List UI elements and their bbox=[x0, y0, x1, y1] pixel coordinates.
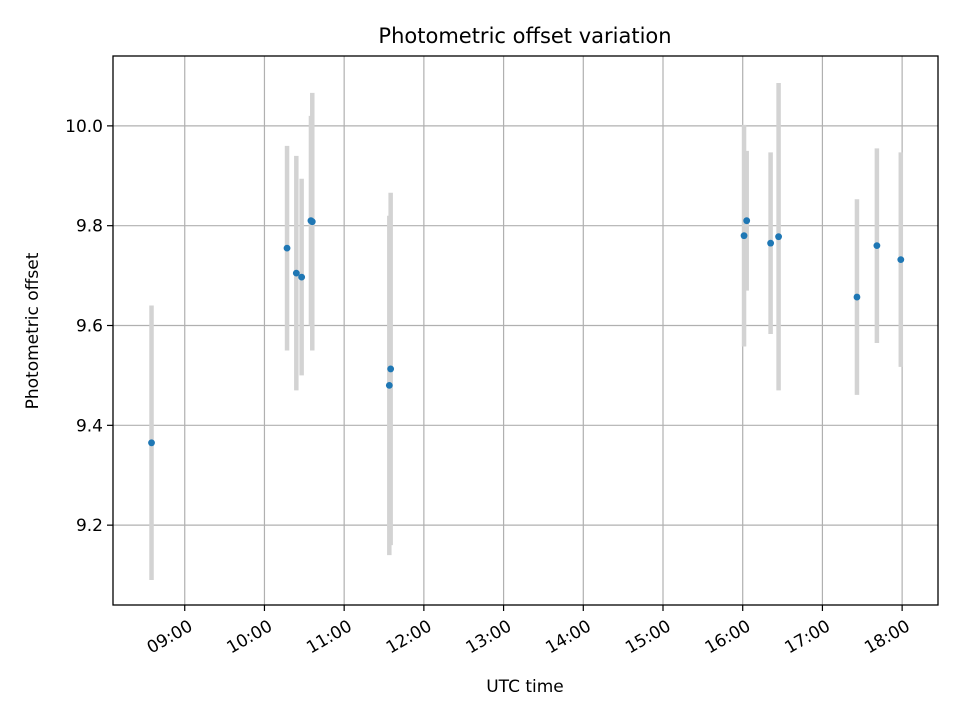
plot-frame bbox=[112, 55, 939, 606]
y-tick-label: 9.2 bbox=[76, 516, 103, 536]
chart-title: Photometric offset variation bbox=[378, 24, 671, 48]
data-point bbox=[767, 239, 775, 247]
data-point bbox=[740, 232, 748, 240]
y-tick-label: 9.8 bbox=[76, 217, 103, 237]
y-axis-label: Photometric offset bbox=[23, 252, 43, 409]
y-tick-label: 9.4 bbox=[76, 416, 103, 436]
data-point bbox=[292, 269, 300, 277]
grid-layer bbox=[113, 56, 938, 605]
data-point bbox=[873, 242, 881, 250]
data-point bbox=[308, 218, 316, 226]
point-layer bbox=[148, 217, 905, 447]
data-point bbox=[743, 217, 751, 225]
data-point bbox=[387, 365, 395, 373]
data-point bbox=[148, 439, 155, 447]
y-tick-label: 9.6 bbox=[76, 317, 103, 337]
y-tick-label: 10.0 bbox=[65, 117, 103, 137]
data-point bbox=[853, 293, 861, 301]
data-point bbox=[385, 382, 393, 389]
x-axis-label: UTC time bbox=[486, 677, 564, 697]
data-point bbox=[298, 273, 306, 281]
data-point bbox=[775, 233, 782, 241]
data-point bbox=[283, 244, 291, 252]
data-point bbox=[897, 256, 905, 264]
